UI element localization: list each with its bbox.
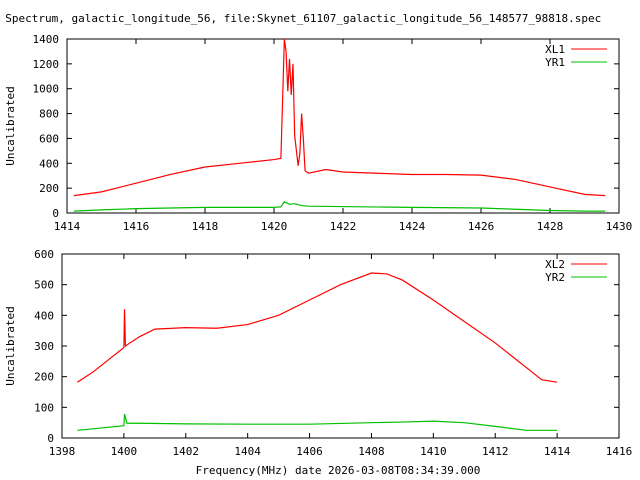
y-tick-label: 800	[39, 108, 59, 121]
y-tick-label: 200	[39, 182, 59, 195]
x-tick-label: 1422	[330, 220, 357, 233]
plot-frame	[61, 253, 620, 439]
x-tick-label: 1398	[49, 445, 76, 458]
legend-label-yr2: YR2	[545, 271, 565, 284]
x-tick-label: 1430	[606, 220, 633, 233]
legend-label-yr1: YR1	[545, 56, 565, 69]
y-tick-label: 0	[52, 207, 59, 220]
x-tick-label: 1428	[537, 220, 564, 233]
y-tick-label: 400	[34, 309, 54, 322]
y-tick-label: 500	[34, 279, 54, 292]
y-tick-label: 1000	[33, 83, 60, 96]
x-tick-label: 1416	[606, 445, 633, 458]
x-tick-label: 1420	[261, 220, 288, 233]
series-xl2-line	[77, 272, 558, 383]
x-tick-label: 1418	[192, 220, 219, 233]
x-tick-label: 1426	[468, 220, 495, 233]
legend-label-xl2: XL2	[545, 258, 565, 271]
plot-1: 1414 1416 1418 1420 1422 1424 1426 1428 1430 0 200…	[4, 33, 632, 233]
series-yr2-line	[77, 413, 558, 431]
y-axis-label: Uncalibrated	[4, 306, 17, 385]
y-tick-label: 600	[39, 132, 59, 145]
x-tick-label: 1408	[358, 445, 385, 458]
series-xl1-line	[73, 38, 606, 197]
y-axis-label: Uncalibrated	[4, 86, 17, 165]
figure-title: S Spectrum, galactic_longitude_56, file:…	[0, 12, 601, 25]
plot-frame	[66, 38, 620, 214]
y-tick-label: 1200	[33, 58, 60, 71]
x-tick-label: 1414	[544, 445, 571, 458]
series-yr1-line	[73, 201, 606, 212]
x-tick-label: 1412	[482, 445, 509, 458]
y-tick-label: 1400	[33, 33, 60, 46]
x-tick-label: 1400	[111, 445, 138, 458]
y-tick-label: 100	[34, 401, 54, 414]
x-tick-label: 1414	[54, 220, 81, 233]
plot-2: 1398 1400 1402 1404 1406 1408 1410 1412 1414 1416…	[4, 248, 632, 458]
y-tick-label: 200	[34, 371, 54, 384]
x-tick-label: 1424	[399, 220, 426, 233]
x-tick-label: 1402	[173, 445, 200, 458]
x-axis-label: Frequency(MHz) date 2026-03-08T08:34:39.…	[196, 464, 481, 477]
y-tick-label: 400	[39, 157, 59, 170]
x-tick-label: 1416	[123, 220, 150, 233]
x-tick-label: 1410	[420, 445, 447, 458]
x-tick-label: 1404	[234, 445, 261, 458]
y-tick-label: 600	[34, 248, 54, 261]
legend-label-xl1: XL1	[545, 43, 565, 56]
x-tick-label: 1406	[296, 445, 323, 458]
y-tick-label: 300	[34, 340, 54, 353]
y-tick-label: 0	[47, 432, 54, 445]
